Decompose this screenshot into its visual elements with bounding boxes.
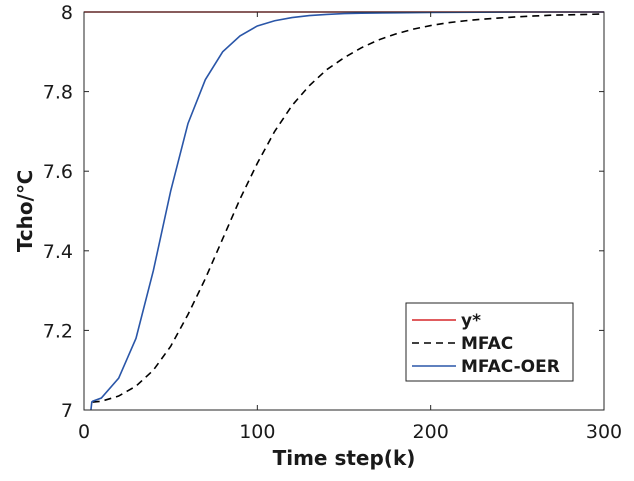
x-tick-label: 100 xyxy=(239,421,275,443)
tick-layer: 0 100 200 300 7 7.2 7.4 7.6 7.8 8 xyxy=(43,2,622,443)
y-tick-label: 7 xyxy=(61,400,73,422)
series-line-1 xyxy=(92,13,604,403)
x-tick-label: 0 xyxy=(78,421,90,443)
y-tick-label: 7.8 xyxy=(43,82,73,104)
plot-frame xyxy=(83,11,605,411)
y-tick-label: 8 xyxy=(61,2,73,24)
y-tick-label: 7.2 xyxy=(43,320,73,342)
y-tick-label: 7.6 xyxy=(43,161,73,183)
series-line-2 xyxy=(90,11,604,411)
legend-label-1: MFAC xyxy=(461,334,513,354)
legend-label-0: y* xyxy=(461,311,481,331)
x-tick-label: 200 xyxy=(413,421,449,443)
legend: y* MFAC MFAC-OER xyxy=(405,302,574,382)
y-tick-label: 7.4 xyxy=(43,241,73,263)
x-tick-label: 300 xyxy=(586,421,622,443)
x-axis-label: Time step(k) xyxy=(273,446,416,470)
y-axis-label: Tcho/℃ xyxy=(13,170,37,252)
legend-box xyxy=(405,302,574,382)
legend-label-2: MFAC-OER xyxy=(461,357,560,377)
